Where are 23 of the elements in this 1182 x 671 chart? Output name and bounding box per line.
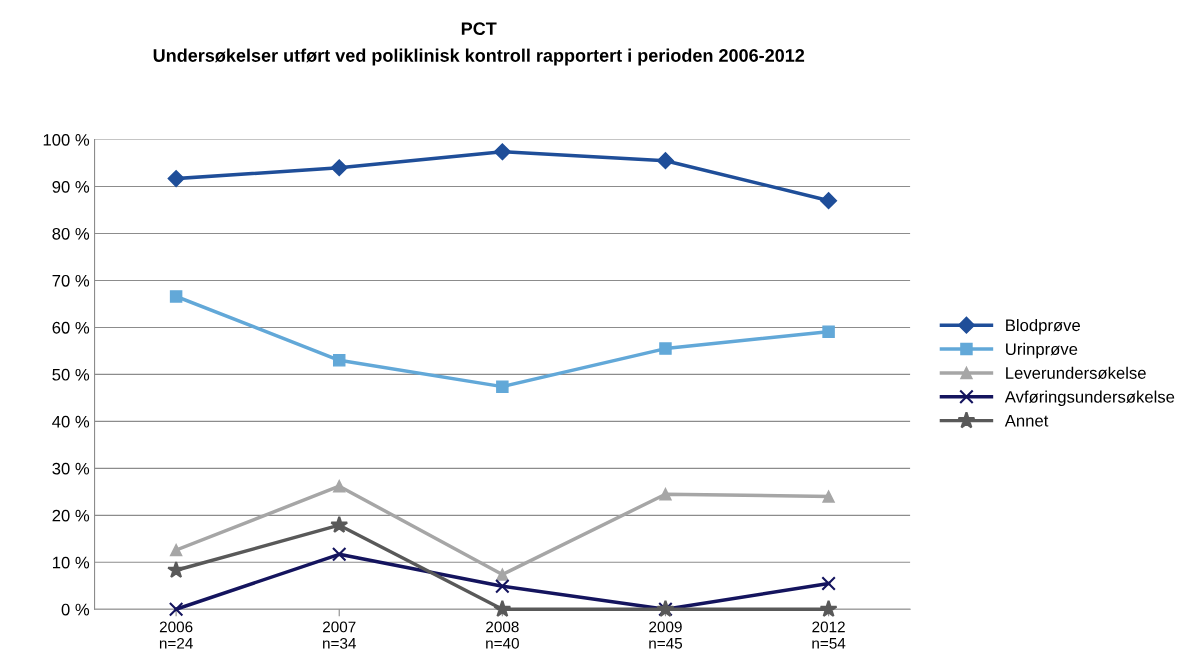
x-tick-label: 2008 n=40 [486, 621, 519, 649]
chart-title: PCT [461, 22, 497, 36]
y-tick-label: 30 % [52, 462, 90, 475]
y-tick-label: 80 % [52, 227, 90, 240]
y-tick-label: 90 % [52, 180, 90, 193]
legend-label: Urinprøve [1006, 342, 1078, 359]
legend-label: Annet [1004, 415, 1049, 427]
x-tick-label: 2012 n=54 [812, 621, 846, 649]
x-tick-label: 2006 n=24 [159, 621, 193, 649]
y-tick-label: 60 % [52, 321, 90, 334]
legend-label: Leverundersøkelse [1006, 366, 1146, 380]
legend-label: Blodprøve [1006, 318, 1080, 335]
x-tick-label: 2007 n=34 [323, 621, 356, 649]
y-tick-label: 70 % [52, 274, 90, 287]
x-tick-label: 2009 n=45 [649, 621, 683, 649]
y-tick-label: 50 % [52, 368, 90, 381]
legend-label: Avføringsundersøkelse [1004, 390, 1175, 407]
y-tick-label: 20 % [52, 509, 90, 522]
chart-subtitle: Undersøkelser utført ved poliklinisk kontroll rapportert i perioden 2006-2012 [153, 48, 805, 66]
y-tick-label: 10 % [52, 556, 90, 569]
y-tick-label: 40 % [52, 415, 90, 428]
y-tick-label: 100 % [43, 133, 90, 146]
y-tick-label: 0 % [61, 603, 90, 616]
